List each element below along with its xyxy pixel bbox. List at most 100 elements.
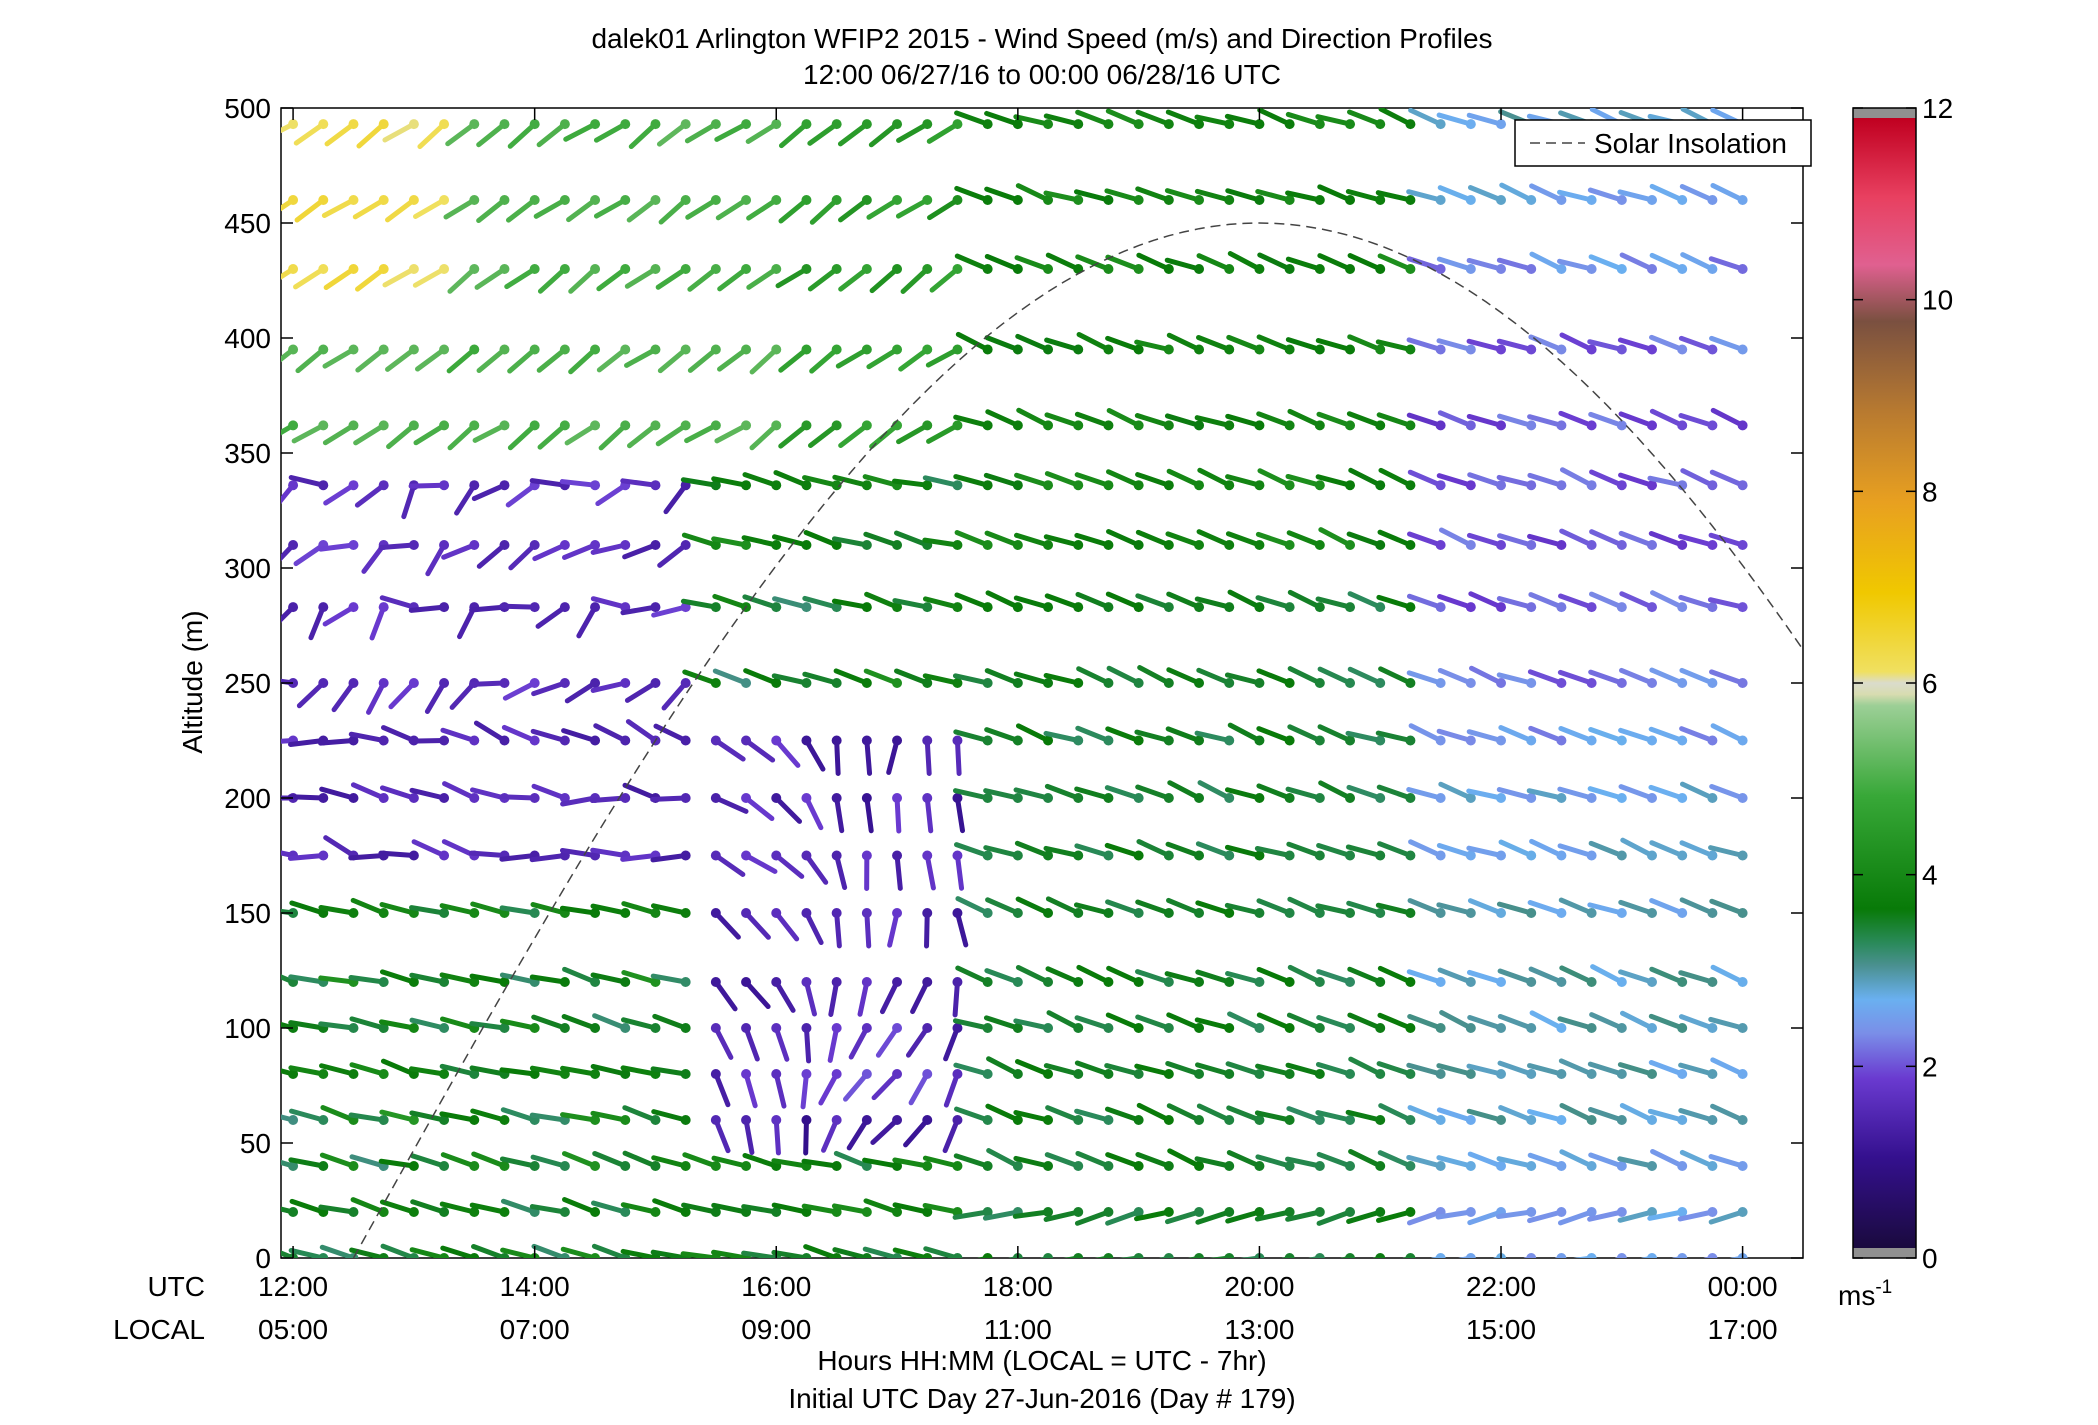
wind-barb-dot	[1375, 850, 1386, 861]
wind-barb-dot	[469, 1207, 480, 1217]
wind-barb-shaft	[1008, 1255, 1021, 1258]
wind-barb-shaft	[472, 422, 507, 443]
wind-barb-dot	[590, 977, 601, 987]
wind-barb-shaft	[476, 197, 507, 224]
wind-barb-dot	[1405, 119, 1416, 130]
wind-barb-shaft	[1436, 112, 1474, 127]
wind-barb-dot	[1647, 1023, 1658, 1033]
wind-barb-dot	[469, 195, 480, 205]
wind-barb-shaft	[1618, 784, 1655, 801]
wind-barb-shaft	[746, 266, 779, 290]
wind-barb-shaft	[620, 604, 658, 616]
wind-barb-shaft	[954, 592, 991, 610]
wind-barb-dot	[771, 735, 782, 746]
wind-barb-shaft	[443, 197, 477, 220]
wind-barb-dot	[499, 1207, 510, 1217]
wind-barb-dot	[922, 793, 933, 803]
wind-barb-shaft	[293, 121, 326, 146]
wind-barb-dot	[1586, 602, 1597, 613]
wind-barb-shaft	[318, 542, 356, 552]
wind-barb-dot	[1556, 264, 1567, 274]
wind-barb-dot	[469, 1115, 480, 1125]
wind-barb-shaft	[651, 1109, 689, 1123]
wind-barb-dot	[1375, 602, 1386, 613]
wind-barb-shaft	[500, 1107, 538, 1123]
wind-barb-dot	[1345, 119, 1356, 130]
wind-barb-shaft	[1194, 1017, 1232, 1031]
wind-barb-dot	[1254, 420, 1265, 431]
wind-barb-shaft	[1134, 1063, 1172, 1077]
wind-barb-shaft	[743, 979, 771, 1010]
wind-barb-shaft	[834, 910, 842, 949]
wind-barb-dot	[771, 850, 782, 861]
wind-barb-dot	[1496, 793, 1507, 803]
wind-barb-shaft	[412, 197, 447, 220]
wind-barb-dot	[1043, 977, 1054, 987]
wind-barb-shaft	[863, 1198, 900, 1215]
wind-barb-shaft	[1588, 669, 1625, 686]
wind-barb-dot	[559, 1023, 570, 1033]
wind-barb-shaft	[1255, 188, 1293, 203]
wind-barb-shaft	[1043, 113, 1081, 127]
wind-barb-dot	[1616, 735, 1627, 746]
wind-barb-dot	[982, 793, 993, 803]
wind-barb-dot	[439, 264, 450, 274]
wind-barb-dot	[378, 735, 389, 746]
wind-barb-shaft	[835, 347, 870, 369]
wind-barb-shaft	[590, 1063, 628, 1077]
wind-barb-dot	[1073, 1207, 1084, 1217]
wind-barb-shaft	[864, 591, 900, 610]
wind-barb-dot	[1526, 420, 1537, 431]
wind-barb-dot	[892, 119, 903, 130]
wind-barb-dot	[439, 119, 450, 130]
wind-barb-shaft	[1679, 897, 1715, 916]
wind-barb-dot	[710, 344, 721, 355]
wind-barb-dot	[499, 1115, 510, 1125]
wind-barb-shaft	[1497, 968, 1534, 985]
wind-barb-shaft	[622, 782, 658, 801]
wind-barb-dot	[1254, 1207, 1265, 1217]
wind-barb-shaft	[985, 1103, 1021, 1123]
wind-barb-dot	[1556, 1069, 1567, 1079]
wind-barb-shaft	[1406, 787, 1444, 801]
wind-barb-shaft	[281, 604, 296, 623]
wind-barb-dot	[650, 602, 661, 613]
wind-barb-shaft	[1285, 473, 1323, 488]
wind-barb-dot	[1012, 977, 1023, 987]
wind-barb-shaft	[831, 598, 870, 610]
wind-barb-dot	[1103, 1023, 1114, 1033]
wind-barb-dot	[1224, 908, 1235, 918]
wind-barb-shaft	[838, 422, 870, 448]
wind-barb-dot	[831, 735, 842, 746]
wind-barb-dot	[1345, 1161, 1356, 1171]
wind-barb-shaft	[1105, 899, 1142, 916]
wind-barb-dot	[710, 735, 721, 746]
wind-barb-dot	[710, 119, 721, 130]
wind-barb-shaft	[476, 542, 507, 569]
wind-barb-dot	[499, 1023, 510, 1033]
wind-barb-shaft	[894, 668, 930, 686]
wind-barb-shaft	[1649, 966, 1685, 985]
wind-barb-dot	[1314, 1253, 1325, 1258]
wind-barb-shaft	[1316, 411, 1353, 428]
wind-barb-dot	[1405, 1023, 1416, 1033]
wind-barb-dot	[1556, 1253, 1567, 1258]
wind-barb-dot	[1616, 480, 1627, 491]
wind-barb-shaft	[348, 975, 387, 985]
wind-barb-dot	[1163, 793, 1174, 803]
wind-barb-dot	[1707, 264, 1718, 274]
wind-barb-shaft	[532, 542, 568, 562]
wind-barb-dot	[529, 678, 540, 688]
wind-barb-shaft	[833, 668, 870, 686]
wind-barb-dot	[1375, 540, 1386, 550]
wind-barb-shaft	[319, 1152, 356, 1169]
wind-barb-shaft	[568, 266, 598, 294]
wind-barb-shaft	[891, 478, 930, 488]
wind-barb-shaft	[288, 974, 326, 985]
wind-barb-shaft	[743, 1025, 760, 1062]
wind-barb-dot	[1224, 977, 1235, 987]
wind-barb-shaft	[1558, 725, 1595, 743]
wind-barb-shaft	[1315, 903, 1353, 916]
wind-barb-shaft	[1407, 531, 1444, 548]
wind-barb-shaft	[1649, 898, 1685, 916]
